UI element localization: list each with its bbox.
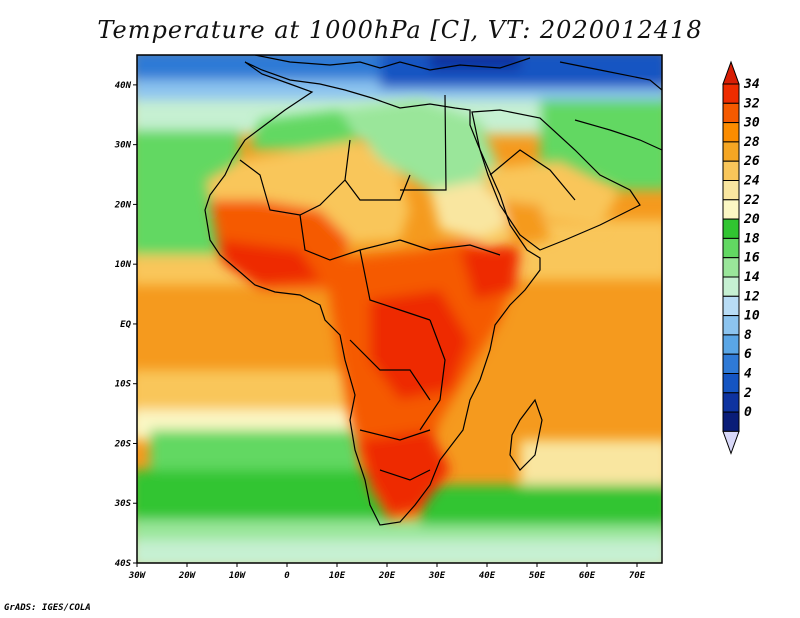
colorbar-swatch: [722, 218, 740, 239]
latitude-axis: 40N 30N 20N 10N EQ 10S 20S 30S 40S: [114, 81, 137, 569]
colorbar-label: 30: [743, 116, 760, 131]
colorbar-swatch: [722, 160, 740, 181]
colorbar-swatch: [722, 373, 740, 394]
colorbar-swatch: [722, 122, 740, 143]
lon-tick-label: 10W: [229, 571, 247, 581]
colorbar-swatch: [722, 295, 740, 317]
colorbar-label: 20: [743, 212, 760, 227]
colorbar-label: 12: [744, 289, 760, 304]
lon-tick-label: 30W: [128, 571, 147, 581]
lon-tick-label: 50E: [529, 571, 546, 581]
colorbar-top-triangle: [722, 60, 740, 85]
lat-tick-label: 30N: [114, 141, 132, 151]
lat-tick-label: 20N: [114, 200, 132, 210]
colorbar-label: 24: [743, 174, 760, 189]
colorbar-swatch: [722, 83, 740, 104]
lon-tick-label: 10E: [329, 571, 346, 581]
map-frame: [136, 54, 663, 564]
colorbar-swatch: [722, 180, 740, 201]
colorbar-label: 10: [744, 309, 760, 324]
colorbar-label: 18: [744, 231, 760, 246]
colorbar-label: 34: [743, 77, 760, 92]
colorbar-swatch: [722, 102, 740, 124]
colorbar-swatch: [722, 392, 740, 413]
lat-tick-label: 10N: [115, 260, 132, 270]
colorbar-swatch: [722, 276, 740, 297]
lon-tick-label: 30E: [428, 571, 446, 581]
colorbar-swatch: [722, 334, 740, 355]
lat-tick-label: 40N: [115, 81, 132, 91]
lat-tick-label: 10S: [115, 380, 132, 390]
colorbar-label: 0: [744, 405, 752, 420]
colorbar-swatch: [722, 411, 740, 432]
lon-tick-label: 0: [284, 571, 290, 581]
lon-tick-label: 70E: [629, 571, 646, 581]
map-title: Temperature at 1000hPa [C], VT: 20200124…: [97, 16, 703, 44]
colorbar-swatch: [722, 237, 740, 259]
colorbar-swatch: [722, 141, 740, 162]
lat-tick-label: 40S: [115, 559, 132, 569]
colorbar-swatch: [722, 353, 740, 375]
colorbar-label: 26: [743, 154, 760, 169]
colorbar-label: 16: [744, 251, 760, 266]
map-plot-area: [137, 55, 662, 563]
colorbar-bottom-triangle: [722, 430, 740, 455]
colorbar-label: 8: [744, 328, 752, 343]
lon-tick-label: 20W: [178, 571, 197, 581]
longitude-axis: 30W 20W 10W 0 10E 20E 30E 40E 50E 60E 70E: [128, 563, 646, 581]
colorbar-label: 32: [743, 96, 760, 111]
colorbar-swatch: [722, 199, 740, 220]
colorbar-swatch: [722, 257, 740, 278]
grads-credit: GrADS: IGES/COLA: [4, 603, 91, 613]
lon-tick-label: 20E: [378, 571, 396, 581]
lat-tick-label: 30S: [114, 499, 132, 509]
colorbar-label: 6: [744, 347, 752, 362]
colorbar-label: 2: [743, 386, 752, 401]
colorbar-label: 22: [743, 193, 760, 208]
colorbar-label: 14: [744, 270, 760, 285]
lon-tick-label: 40E: [479, 571, 496, 581]
colorbar-swatch: [722, 315, 740, 336]
lon-tick-label: 60E: [579, 571, 596, 581]
colorbar-label: 4: [744, 367, 752, 382]
lat-tick-label: 20S: [114, 439, 132, 449]
coastlines: [204, 55, 662, 526]
lat-tick-label: EQ: [120, 320, 131, 330]
colorbar-label: 28: [743, 135, 760, 150]
